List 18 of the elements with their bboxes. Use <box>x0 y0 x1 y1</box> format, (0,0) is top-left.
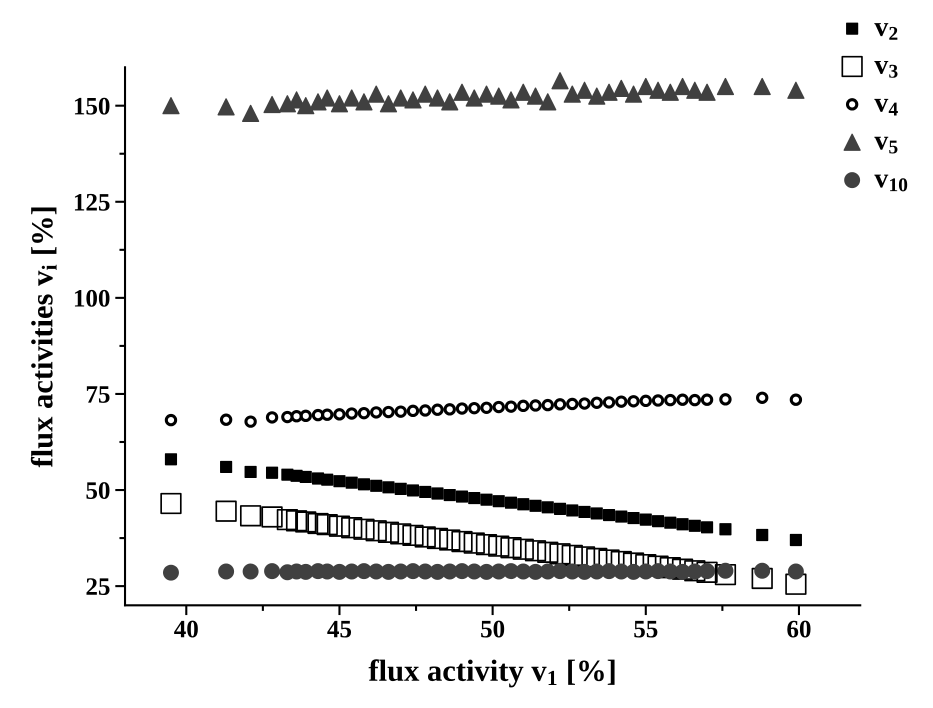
legend-label: v$_{4}$ <box>874 98 898 116</box>
x-tick-label: 50 <box>481 620 504 638</box>
legend-label: v$_{2}$ <box>874 23 898 40</box>
x-axis-title: flux activity v$_{1}$ [%] <box>368 659 615 688</box>
x-tick-label: 60 <box>787 620 811 638</box>
y-tick-label: 150 <box>74 98 110 115</box>
y-axis-title: flux activities v$_{i}$ [%] <box>30 207 57 468</box>
legend-label: v$_{3}$ <box>874 61 898 78</box>
y-tick-label: 125 <box>74 194 110 211</box>
x-tick-label: 55 <box>634 620 658 638</box>
y-tick-label: 100 <box>74 290 110 307</box>
y-tick-label: 25 <box>86 578 110 596</box>
y-tick-label: 50 <box>86 482 110 499</box>
x-tick-label: 45 <box>327 620 352 638</box>
x-tick-label: 40 <box>174 620 198 638</box>
y-tick-label: 75 <box>86 386 110 403</box>
legend-label: v$_{10}$ <box>874 174 908 192</box>
legend-label: v$_{5}$ <box>874 136 898 154</box>
